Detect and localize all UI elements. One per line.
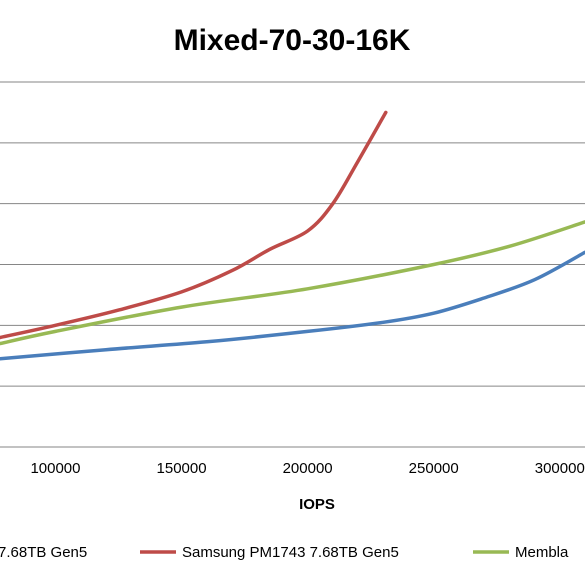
legend-label-1: Samsung PM1743 7.68TB Gen5 bbox=[182, 544, 399, 561]
legend-label-0: 7.68TB Gen5 bbox=[0, 544, 87, 561]
series-line-0 bbox=[0, 250, 585, 361]
x-axis-title: IOPS bbox=[299, 496, 335, 513]
legend-label-2: Membla bbox=[515, 544, 569, 561]
x-tick-label-1: 150000 bbox=[157, 460, 207, 477]
series-line-1 bbox=[0, 110, 388, 340]
legend: 7.68TB Gen5 Samsung PM1743 7.68TB Gen5 Mem… bbox=[0, 544, 569, 561]
series-line-2 bbox=[0, 220, 585, 346]
gridlines bbox=[0, 81, 585, 448]
x-tick-label-3: 250000 bbox=[409, 460, 459, 477]
x-tick-label-4: 300000 bbox=[535, 460, 585, 477]
series-lines bbox=[0, 110, 585, 361]
x-tick-label-2: 200000 bbox=[283, 460, 333, 477]
chart-title: Mixed-70-30-16K bbox=[174, 24, 411, 57]
x-tick-label-0: 100000 bbox=[30, 460, 80, 477]
x-tick-labels: 100000 150000 200000 250000 300000 bbox=[30, 460, 584, 477]
